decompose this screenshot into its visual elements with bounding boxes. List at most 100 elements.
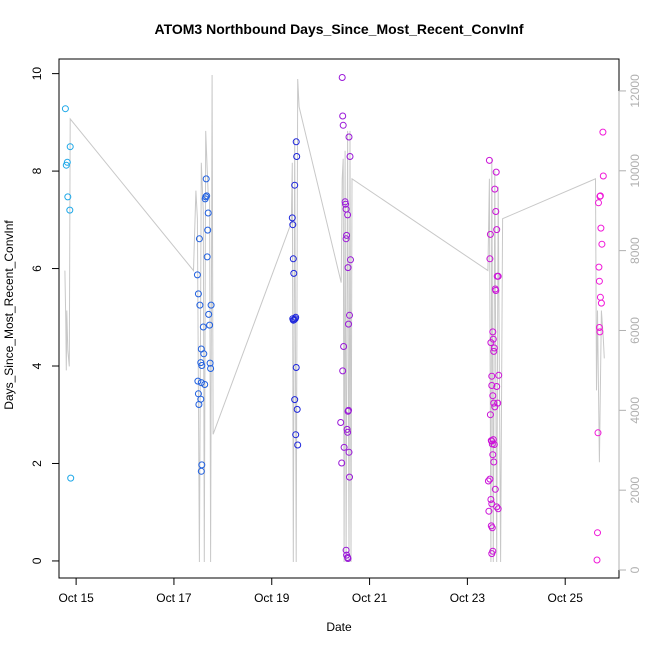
data-point-3-6 xyxy=(340,443,348,451)
data-point-4-37 xyxy=(493,503,501,511)
data-point-1-20 xyxy=(203,192,211,200)
data-point-5-8 xyxy=(595,263,603,271)
data-point-5-11 xyxy=(595,324,603,331)
data-point-4-0 xyxy=(485,156,493,164)
data-point-1-3 xyxy=(194,377,202,385)
data-point-3-12 xyxy=(344,211,352,219)
line-layer xyxy=(64,74,605,563)
count-line-0 xyxy=(64,74,605,563)
data-point-3-0 xyxy=(338,74,346,81)
data-point-2-11 xyxy=(292,313,300,321)
y2-tick-label-4: 8000 xyxy=(628,237,642,264)
data-point-4-39 xyxy=(485,507,493,515)
data-point-4-12 xyxy=(491,185,499,193)
data-point-3-13 xyxy=(344,264,352,272)
data-point-3-15 xyxy=(345,133,353,141)
data-point-0-1 xyxy=(62,161,70,169)
data-point-3-29 xyxy=(337,419,345,426)
data-point-1-0 xyxy=(193,271,201,279)
data-point-1-23 xyxy=(204,209,212,217)
data-point-5-12 xyxy=(596,328,604,336)
data-point-4-20 xyxy=(488,372,496,380)
data-point-4-14 xyxy=(492,168,500,176)
data-point-2-15 xyxy=(292,431,300,439)
y-tick-label-0: 0 xyxy=(30,557,44,564)
data-point-2-2 xyxy=(289,255,297,263)
data-point-4-34 xyxy=(487,496,495,503)
y2-axis: 0 2000 4000 6000 8000 10000 12000 xyxy=(618,74,642,573)
data-point-4-43 xyxy=(488,550,496,558)
data-point-1-14 xyxy=(199,323,207,331)
data-point-3-16 xyxy=(346,153,354,160)
data-point-2-13 xyxy=(292,364,300,371)
data-point-0-6 xyxy=(67,474,75,482)
data-point-3-4 xyxy=(340,343,348,350)
data-point-4-22 xyxy=(490,399,498,407)
data-point-1-25 xyxy=(206,321,214,329)
data-point-4-11 xyxy=(490,344,498,352)
data-point-2-1 xyxy=(289,221,297,229)
data-point-4-32 xyxy=(484,477,492,485)
data-point-4-28 xyxy=(489,436,497,444)
scatter-layer xyxy=(61,74,607,564)
data-point-5-15 xyxy=(593,556,601,564)
y2-tick-label-1: 2000 xyxy=(628,476,642,503)
y2-tick-label-2: 4000 xyxy=(628,397,642,424)
data-point-1-6 xyxy=(196,301,204,309)
plot-frame xyxy=(58,58,620,579)
y-tick-label-2: 4 xyxy=(30,362,44,369)
data-point-2-0 xyxy=(288,214,296,222)
data-point-3-2 xyxy=(339,121,347,129)
x-tick-label-3: Oct 21 xyxy=(352,591,388,605)
data-point-3-23 xyxy=(345,448,353,456)
data-point-4-4 xyxy=(488,382,496,389)
data-point-4-35 xyxy=(488,500,496,508)
data-point-3-1 xyxy=(339,112,347,120)
data-point-1-16 xyxy=(201,381,209,388)
data-point-1-24 xyxy=(205,310,213,318)
data-point-1-13 xyxy=(197,467,205,475)
x-axis: Oct 15 Oct 17 Oct 19 Oct 21 Oct 23 Oct 25 xyxy=(58,577,584,605)
data-point-3-28 xyxy=(344,555,352,562)
data-point-5-2 xyxy=(596,192,604,200)
data-point-1-11 xyxy=(197,395,205,403)
data-point-1-19 xyxy=(202,175,210,183)
data-point-4-31 xyxy=(490,458,498,466)
data-point-4-30 xyxy=(489,451,497,459)
y-tick-label-4: 8 xyxy=(30,167,44,174)
data-point-1-10 xyxy=(197,379,205,387)
data-point-1-26 xyxy=(206,359,214,367)
data-point-4-38 xyxy=(494,505,502,513)
data-point-2-10 xyxy=(293,153,301,160)
y-tick-label-5: 10 xyxy=(30,67,44,81)
data-point-0-4 xyxy=(66,206,74,214)
data-point-3-11 xyxy=(342,235,350,243)
data-point-1-9 xyxy=(198,362,206,369)
data-point-1-27 xyxy=(207,365,215,372)
y-tick-label-3: 6 xyxy=(30,265,44,272)
data-point-5-4 xyxy=(598,240,606,248)
data-point-1-21 xyxy=(203,253,211,261)
y-axis-label: Days_Since_Most_Recent_ConvInf xyxy=(2,220,16,410)
x-tick-label-5: Oct 25 xyxy=(548,591,584,605)
data-point-2-14 xyxy=(293,405,301,413)
data-point-4-2 xyxy=(486,255,494,263)
y2-tick-label-6: 12000 xyxy=(628,74,642,108)
data-point-1-22 xyxy=(204,226,212,234)
data-point-3-10 xyxy=(343,231,351,239)
data-point-4-17 xyxy=(492,287,500,294)
x-axis-label: Date xyxy=(326,620,352,634)
data-point-4-15 xyxy=(493,226,501,234)
y-tick-label-1: 2 xyxy=(30,460,44,467)
data-point-4-19 xyxy=(494,272,502,280)
data-point-4-26 xyxy=(495,371,503,379)
data-point-3-3 xyxy=(339,367,347,375)
data-point-3-5 xyxy=(338,459,346,467)
y-axis: 0 2 4 6 8 10 xyxy=(30,67,60,564)
data-point-4-10 xyxy=(490,347,498,355)
data-point-3-22 xyxy=(344,428,352,436)
data-point-5-5 xyxy=(599,128,607,136)
data-point-4-29 xyxy=(490,441,498,448)
data-point-1-15 xyxy=(200,350,208,358)
